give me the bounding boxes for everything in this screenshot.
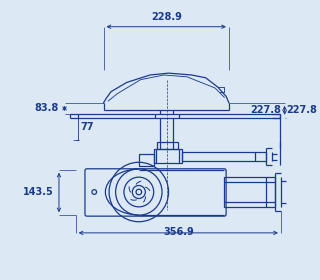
Bar [154,149,181,163]
Text: 228.9: 228.9 [151,12,182,22]
Bar [157,142,178,149]
Text: 77: 77 [80,122,94,132]
Text: 227.8: 227.8 [250,105,281,115]
Text: 143.5: 143.5 [23,188,53,197]
Bar [139,154,154,166]
Text: 227.8: 227.8 [286,105,317,115]
Text: 83.8: 83.8 [35,103,59,113]
Bar [181,152,266,161]
Bar [224,177,275,207]
Text: 356.9: 356.9 [163,227,194,237]
